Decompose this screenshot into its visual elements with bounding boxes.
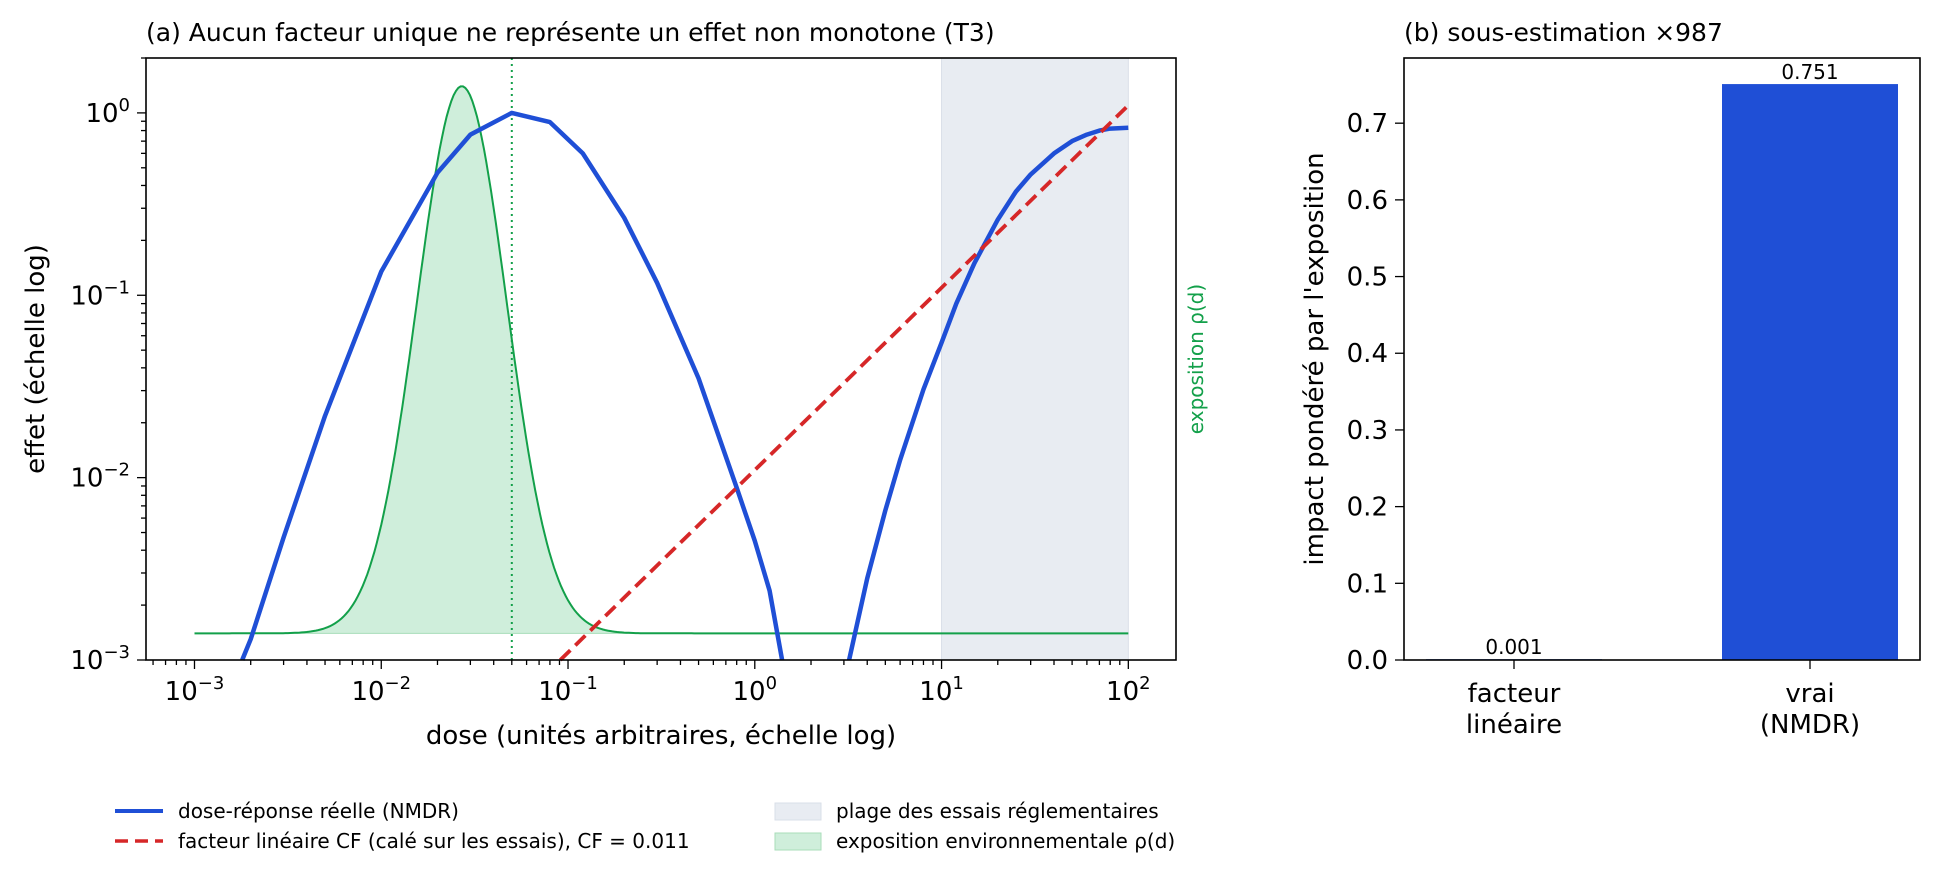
legend: dose-réponse réelle (NMDR) facteur linéa… <box>115 799 1175 853</box>
panel-b-title: (b) sous-estimation ×987 <box>1404 18 1723 47</box>
category-label: vrai <box>1785 679 1834 709</box>
panel-a-ticks: 10−3 10−2 10−1 100 101 102 10−3 10−2 10−1 100 <box>70 57 1151 707</box>
bar-true-nmdr <box>1722 84 1898 661</box>
linear-factor-line <box>558 103 1130 662</box>
panel-a-exposure-axis-label: exposition ρ(d) <box>1184 284 1208 434</box>
panel-b-bars-layer: 0.001 0.751 <box>1426 60 1898 661</box>
panel-a-y-axis-label: effet (échelle log) <box>21 244 51 474</box>
x-tick-label: 100 <box>733 673 778 707</box>
bar-value-label: 0.001 <box>1485 635 1542 659</box>
exposure-density-layer <box>194 58 1129 660</box>
legend-label-trial-range: plage des essais réglementaires <box>836 799 1159 823</box>
y-tick-label: 0.4 <box>1347 339 1388 369</box>
y-tick-label: 0.0 <box>1347 646 1388 676</box>
panel-b-y-axis-label: impact pondéré par l'exposition <box>1300 152 1330 565</box>
y-tick-label: 100 <box>85 95 130 129</box>
panel-b-frame <box>1403 57 1921 661</box>
category-label: facteur <box>1468 679 1561 709</box>
y-tick-label: 10−3 <box>70 642 130 676</box>
legend-item-exposure: exposition environnementale ρ(d) <box>774 829 1175 853</box>
legend-label-nmdr: dose-réponse réelle (NMDR) <box>178 799 459 823</box>
y-tick-label: 0.6 <box>1347 186 1388 216</box>
nmdr-curve-segment-1 <box>240 110 785 661</box>
x-tick-label: 10−3 <box>165 673 225 707</box>
panel-a-dose-response-chart: (a) Aucun facteur unique ne représente u… <box>21 18 1208 751</box>
x-tick-label: 10−2 <box>351 673 411 707</box>
y-tick-label: 0.1 <box>1347 569 1388 599</box>
legend-item-trial-range: plage des essais réglementaires <box>774 799 1159 823</box>
trial-range-band-layer <box>941 57 1129 661</box>
panel-a-x-axis-label: dose (unités arbitraires, échelle log) <box>426 721 896 751</box>
x-tick-label: 102 <box>1106 673 1151 707</box>
category-label: (NMDR) <box>1760 710 1860 740</box>
category-label: linéaire <box>1466 710 1562 740</box>
panel-a-frame <box>145 57 1177 661</box>
nmdr-curve-segment-2 <box>846 125 1129 661</box>
exposure-density-line <box>194 85 1129 635</box>
panel-a-title: (a) Aucun facteur unique ne représente u… <box>146 18 995 47</box>
y-tick-label: 0.5 <box>1347 263 1388 293</box>
y-tick-label: 0.7 <box>1347 109 1388 139</box>
bar-value-label: 0.751 <box>1781 60 1838 84</box>
y-tick-label: 10−1 <box>70 277 130 311</box>
legend-label-linear-factor: facteur linéaire CF (calé sur les essais… <box>178 829 690 853</box>
x-tick-label: 10−1 <box>538 673 598 707</box>
legend-item-linear-factor: facteur linéaire CF (calé sur les essais… <box>115 829 690 853</box>
legend-swatch-exposure <box>774 832 822 851</box>
dose-response-lines-layer <box>240 103 1130 662</box>
panel-b-bar-chart: (b) sous-estimation ×987 0.001 0.751 fact… <box>1300 18 1921 740</box>
x-tick-label: 101 <box>919 673 964 707</box>
y-tick-label: 0.3 <box>1347 416 1388 446</box>
legend-swatch-trial-range <box>774 802 822 821</box>
legend-label-exposure: exposition environnementale ρ(d) <box>836 829 1175 853</box>
y-tick-label: 10−2 <box>70 460 130 494</box>
legend-item-nmdr: dose-réponse réelle (NMDR) <box>115 799 459 823</box>
trial-range-band <box>941 57 1129 661</box>
y-tick-label: 0.2 <box>1347 493 1388 523</box>
